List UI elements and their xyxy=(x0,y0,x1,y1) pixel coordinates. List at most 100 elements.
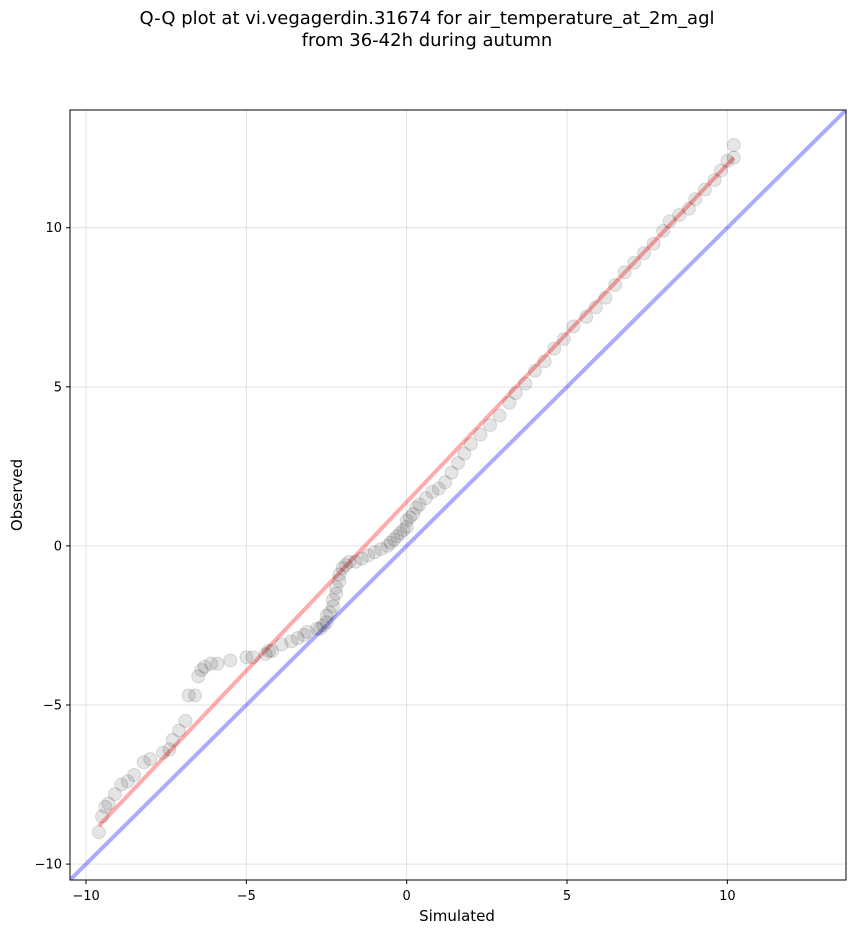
quantile-point xyxy=(579,309,594,324)
quantile-point xyxy=(425,484,440,499)
quantile-point xyxy=(316,618,331,633)
quantile-point xyxy=(127,768,142,782)
quantile-point xyxy=(319,608,334,623)
chart-title-line-1: Q-Q plot at vi.vegagerdin.31674 for air_… xyxy=(139,8,715,29)
quantile-point xyxy=(444,465,459,480)
x-tick-label: 0 xyxy=(403,889,411,904)
quantile-point xyxy=(341,554,356,569)
quantile-point xyxy=(566,319,581,334)
quantile-point xyxy=(396,523,411,537)
quantile-point xyxy=(646,236,661,251)
quantile-point xyxy=(483,418,498,432)
quantile-point xyxy=(335,561,350,576)
quantile-point xyxy=(300,624,315,639)
quantile-point xyxy=(617,265,632,280)
quantile-point xyxy=(402,510,417,525)
quantile-point xyxy=(598,290,613,305)
quantile-point xyxy=(374,542,389,557)
quantile-point xyxy=(713,163,728,178)
quantile-point xyxy=(492,408,507,423)
quantile-point xyxy=(627,255,642,270)
quantile-point xyxy=(223,653,238,668)
quantile-point xyxy=(608,278,623,292)
quantile-point xyxy=(697,182,712,197)
quantile-point xyxy=(588,300,603,315)
quantile-point xyxy=(463,437,478,452)
quantile-point xyxy=(309,621,324,636)
chart-title: Q-Q plot at vi.vegagerdin.31674 for air_… xyxy=(0,8,854,52)
y-tick-label: −10 xyxy=(35,858,62,873)
quantile-point xyxy=(114,777,129,792)
quantile-point xyxy=(155,745,170,760)
quantile-point xyxy=(332,573,347,588)
quantile-point xyxy=(120,774,135,789)
quantile-point xyxy=(636,246,651,261)
quantile-point xyxy=(431,481,446,496)
plot-frame xyxy=(69,109,847,881)
quantile-point xyxy=(656,223,671,238)
x-tick-label: 10 xyxy=(719,889,736,904)
quantile-point xyxy=(162,742,177,757)
quantile-point xyxy=(390,529,405,544)
quantile-point xyxy=(451,456,465,471)
quantile-point xyxy=(136,755,151,770)
quantile-point xyxy=(348,554,363,569)
y-tick-label: 5 xyxy=(54,380,62,395)
x-axis-label: Simulated xyxy=(419,907,495,925)
quantile-point xyxy=(527,363,542,378)
quantile-point xyxy=(720,153,735,168)
identity-line xyxy=(70,110,846,880)
quantile-point xyxy=(688,192,703,207)
quantile-point xyxy=(418,491,433,506)
quantile-point xyxy=(409,500,424,515)
quantile-point xyxy=(194,663,209,677)
quantile-point xyxy=(354,551,369,566)
x-tick-label: 5 xyxy=(563,889,571,904)
quantile-point xyxy=(322,605,337,620)
quantile-point xyxy=(361,548,376,563)
quantile-point xyxy=(178,713,193,728)
quantile-point xyxy=(399,519,414,534)
quantile-point xyxy=(172,723,187,738)
quantile-point xyxy=(98,799,113,814)
quantile-point xyxy=(239,650,254,665)
quantile-point xyxy=(143,752,158,767)
x-axis-ticks: −10 −5 0 5 10 xyxy=(72,880,736,904)
quantile-point xyxy=(284,634,299,649)
quantile-point xyxy=(367,545,382,560)
quantile-point xyxy=(726,138,741,152)
quantile-point xyxy=(101,796,116,811)
y-tick-label: −5 xyxy=(43,699,62,714)
quantile-point xyxy=(726,150,741,165)
quantile-point xyxy=(338,558,353,572)
quantile-point xyxy=(556,332,571,347)
quantile-point xyxy=(204,656,219,671)
quantile-point xyxy=(197,659,212,674)
quantile-point xyxy=(329,580,344,595)
quantile-point xyxy=(383,535,398,550)
quantile-point xyxy=(457,446,472,461)
quantile-point xyxy=(258,647,273,662)
quantile-point xyxy=(191,669,206,684)
quantile-point xyxy=(95,809,110,824)
quantile-point xyxy=(290,631,305,646)
chart-title-line-2: from 36-42h during autumn xyxy=(301,30,553,51)
quantile-point xyxy=(518,376,533,391)
quantile-point xyxy=(473,427,488,442)
quantile-point xyxy=(662,214,677,229)
quantile-point xyxy=(332,567,347,582)
quantile-point xyxy=(107,787,122,802)
quantile-point xyxy=(386,532,401,547)
quantile-point xyxy=(393,526,408,541)
quantile-point xyxy=(319,615,334,630)
quantile-point xyxy=(325,593,340,607)
quantile-point xyxy=(707,173,722,187)
quantile-point xyxy=(438,475,453,490)
quantile-point xyxy=(265,643,280,658)
grid xyxy=(70,110,846,880)
quantile-point xyxy=(325,599,340,614)
x-tick-label: −5 xyxy=(237,889,256,904)
quantile-point xyxy=(274,637,289,652)
